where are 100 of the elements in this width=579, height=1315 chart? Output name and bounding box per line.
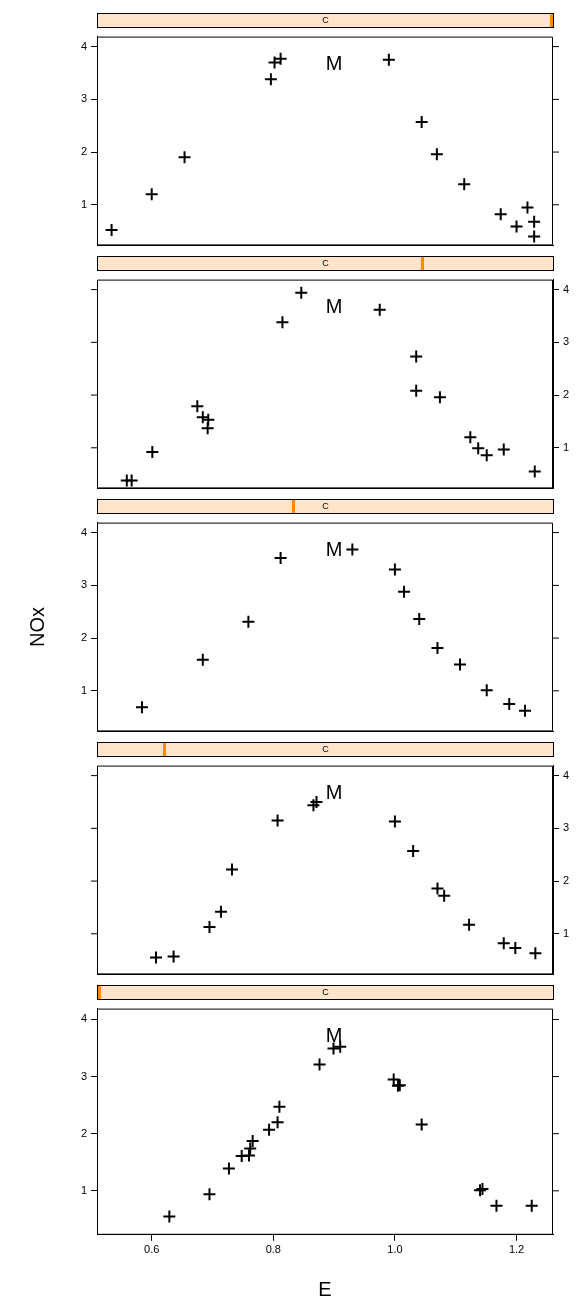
point (479, 683, 494, 698)
point (245, 1134, 260, 1149)
x-tick-label: 0.6 (144, 1243, 160, 1256)
y-tick-label: 3 (80, 578, 87, 591)
point (145, 445, 160, 460)
point (430, 641, 445, 656)
point (509, 219, 524, 234)
x-tick-label: 0.8 (265, 1243, 281, 1256)
point (406, 844, 421, 859)
point (412, 612, 427, 627)
point (306, 798, 321, 813)
y-tick-label: 3 (563, 335, 570, 348)
x-axis-title: E (318, 1277, 332, 1300)
point (432, 390, 447, 405)
point (234, 1148, 249, 1163)
point (144, 187, 159, 202)
point (397, 584, 412, 599)
y-tick-label: 3 (563, 821, 570, 834)
point (267, 55, 282, 70)
point (502, 696, 517, 711)
point (273, 51, 288, 66)
point (214, 904, 229, 919)
point (275, 315, 290, 330)
point (243, 1141, 258, 1156)
point (270, 1115, 285, 1130)
point (508, 941, 523, 956)
point (124, 473, 139, 488)
annotation: M (325, 538, 343, 561)
point (190, 399, 205, 414)
point (148, 950, 163, 965)
point (496, 936, 511, 951)
point (202, 919, 217, 934)
annotation: M (325, 295, 343, 318)
point (224, 862, 239, 877)
point (518, 703, 533, 718)
point (326, 1041, 341, 1056)
point (270, 813, 285, 828)
point (309, 794, 324, 809)
point (520, 200, 535, 215)
point (242, 1148, 256, 1163)
point (241, 614, 256, 629)
point (414, 115, 429, 130)
point (457, 177, 472, 192)
y-tick-label: 4 (563, 768, 570, 781)
point (263, 72, 278, 87)
annotation: M (325, 1024, 343, 1047)
point (104, 223, 119, 238)
point (272, 1099, 287, 1114)
point (200, 421, 215, 436)
y-tick-label: 1 (80, 683, 87, 696)
point (462, 917, 477, 932)
y-tick-label: 1 (563, 440, 570, 453)
point (387, 562, 402, 577)
chart-title: C (322, 987, 329, 997)
y-tick-label: 4 (80, 39, 87, 52)
y-tick-label: 3 (80, 92, 87, 105)
point (414, 1117, 429, 1132)
point (527, 229, 542, 244)
point (387, 814, 402, 829)
point (177, 150, 192, 165)
point (162, 1209, 177, 1224)
point (312, 1057, 327, 1072)
point (202, 1187, 217, 1202)
point (429, 147, 444, 162)
annotation: M (325, 52, 343, 75)
point (372, 302, 387, 317)
point (273, 550, 288, 565)
y-tick-label: 1 (80, 1183, 87, 1196)
point (345, 542, 360, 557)
point (262, 1122, 277, 1137)
point (489, 1198, 504, 1213)
y-tick-label: 4 (80, 1012, 87, 1025)
point (452, 657, 467, 672)
point (493, 207, 508, 222)
y-tick-label: 4 (80, 525, 87, 538)
y-tick-label: 2 (80, 631, 87, 644)
point (527, 214, 542, 229)
chart-title: C (322, 744, 329, 754)
y-tick-label: 2 (80, 145, 87, 158)
point (381, 52, 396, 67)
point (134, 700, 149, 715)
y-tick-label: 2 (80, 1126, 87, 1139)
point (166, 949, 181, 964)
point (496, 442, 511, 457)
y-tick-label: 1 (80, 197, 87, 210)
y-axis-title: NOx (25, 607, 48, 647)
x-tick-label: 1.0 (387, 1243, 403, 1256)
point (221, 1161, 236, 1176)
point (463, 430, 478, 445)
x-tick-label: 1.2 (508, 1243, 525, 1256)
chart-title: C (322, 501, 329, 511)
annotation: M (325, 781, 343, 804)
y-tick-label: 1 (563, 926, 570, 939)
point (527, 464, 542, 479)
y-tick-label: 2 (563, 388, 570, 401)
y-tick-label: 4 (563, 282, 570, 295)
chart-title: C (322, 258, 329, 268)
point (524, 1198, 539, 1213)
chart-title: C (322, 15, 329, 25)
point (528, 946, 543, 961)
